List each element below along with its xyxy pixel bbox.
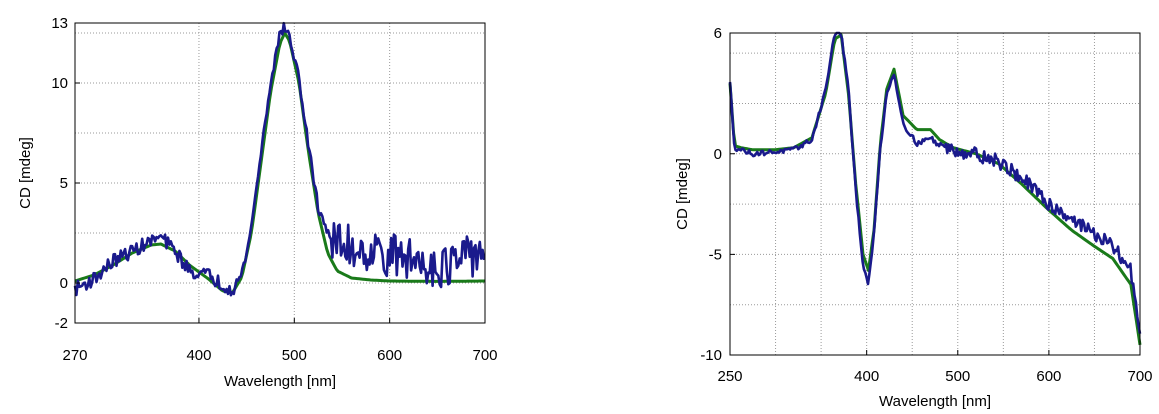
x-tick-label: 700 [472, 347, 497, 364]
series-line-1 [728, 33, 1142, 346]
x-tick-label: 500 [945, 368, 970, 385]
plot-frame [74, 22, 486, 324]
plot-area [75, 23, 485, 323]
x-tick-label: 700 [1127, 368, 1152, 385]
y-axis-label: CD [mdeg] [674, 158, 691, 230]
y-axis-label: CD [mdeg] [17, 137, 34, 209]
x-tick-label: 600 [377, 347, 402, 364]
series-line-2 [728, 31, 1142, 334]
y-tick-label: 0 [60, 275, 68, 292]
plot-area [730, 33, 1140, 355]
x-tick-label: 250 [717, 368, 742, 385]
x-tick-label: 600 [1036, 368, 1061, 385]
x-axis-label: Wavelength [nm] [879, 393, 991, 410]
y-tick-label: -10 [700, 347, 722, 364]
plot-frame [729, 32, 1141, 356]
x-tick-label: 500 [282, 347, 307, 364]
x-tick-label: 270 [62, 347, 87, 364]
y-tick-label: 13 [51, 15, 68, 32]
y-tick-label: -5 [709, 246, 722, 263]
x-tick-label: 400 [854, 368, 879, 385]
y-tick-label: 6 [714, 25, 722, 42]
y-tick-label: 0 [714, 146, 722, 163]
y-tick-label: 10 [51, 75, 68, 92]
x-axis-label: Wavelength [nm] [224, 373, 336, 390]
x-tick-label: 400 [186, 347, 211, 364]
y-tick-label: 5 [60, 175, 68, 192]
y-tick-label: -2 [55, 315, 68, 332]
series-line-2 [73, 21, 486, 297]
chart-2: 250 400 500 600 700 -10 -5 0 6 Wavelength [nm] CD … [674, 25, 1153, 410]
chart-1: 270 400 500 600 700 -2 0 5 10 13 Wavelength [nm] CD… [17, 15, 498, 390]
